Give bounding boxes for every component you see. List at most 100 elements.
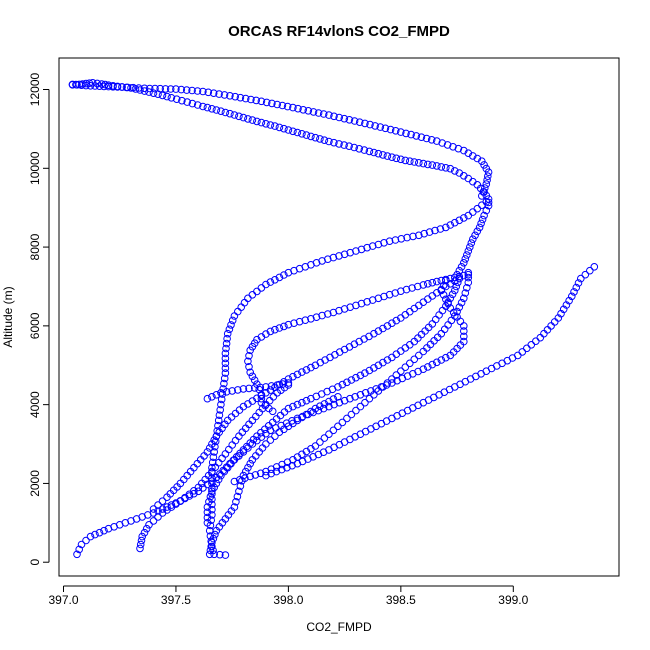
data-point [577,274,585,283]
data-point [368,296,377,304]
data-point [228,387,236,395]
data-point [211,437,220,446]
data-point [109,83,117,91]
data-point [268,407,277,416]
data-point [123,83,132,92]
data-point [223,334,231,343]
data-point [401,363,410,372]
data-point [392,371,401,379]
data-point [183,98,191,106]
data-point [363,298,371,306]
data-point [217,400,225,409]
data-point [73,81,81,89]
data-point [257,394,266,403]
data-point [208,393,216,401]
data-point [298,368,306,376]
data-point [410,158,419,166]
data-point [251,471,260,479]
data-point [208,538,216,547]
data-point [222,339,231,348]
data-points [68,79,599,559]
data-point [419,365,428,374]
data-point [446,164,455,173]
data-point [113,83,122,91]
data-point [460,337,468,346]
data-point [464,273,473,282]
data-point [461,289,470,297]
data-point [574,279,583,287]
data-point [437,286,446,295]
data-point [163,503,171,511]
data-point [352,373,360,382]
data-point [217,389,225,397]
data-point [397,235,406,243]
data-point [340,114,349,123]
data-point [299,106,308,114]
data-point [388,319,396,328]
data-point [397,367,405,376]
chart-title: ORCAS RF14vlonS CO2_FMPD [228,23,450,40]
data-point [471,231,479,240]
data-point [293,370,302,379]
data-point [271,325,279,334]
data-point [104,82,113,91]
data-point [370,329,378,338]
data-point [135,84,143,92]
data-point [289,103,297,112]
data-point [361,398,369,407]
data-point [267,469,276,478]
data-point [361,389,370,397]
data-point [193,101,202,109]
data-point [371,122,379,130]
data-point [383,152,392,160]
data-point [230,456,239,464]
data-point [329,308,338,317]
data-point [145,84,154,93]
data-point [311,133,320,142]
data-point [480,161,488,169]
data-point [203,508,212,517]
data-point [86,532,95,541]
data-point [478,215,487,224]
data-point [212,106,221,114]
data-point [275,123,284,132]
data-point [346,248,355,257]
data-point [325,137,333,146]
data-point [415,231,423,240]
data-point [397,155,405,164]
data-point [477,219,485,228]
data-point [262,471,270,480]
data-point [221,364,230,373]
data-point [478,157,486,165]
data-point [419,159,428,168]
data-point [233,492,242,501]
data-point [228,316,237,325]
data-point [163,92,171,101]
data-point [428,360,437,369]
data-point [352,247,360,255]
data-point [284,404,293,413]
data-point [568,292,576,301]
data-point [352,406,360,415]
data-point [340,250,349,259]
data-point [190,489,198,498]
data-point [481,184,489,192]
data-point [461,255,470,263]
data-point [223,329,232,338]
data-point [437,356,446,364]
data-point [464,278,473,287]
data-point [199,102,207,111]
data-point [370,148,378,157]
data-point [279,380,287,388]
data-point [365,147,374,156]
data-point [142,524,151,533]
data-point [235,452,243,460]
data-point [193,87,202,95]
data-point [298,398,306,407]
data-point [451,218,459,227]
data-point [216,550,224,559]
data-point [385,290,394,299]
data-point [316,402,324,411]
data-point [422,134,431,143]
data-point [138,532,146,541]
